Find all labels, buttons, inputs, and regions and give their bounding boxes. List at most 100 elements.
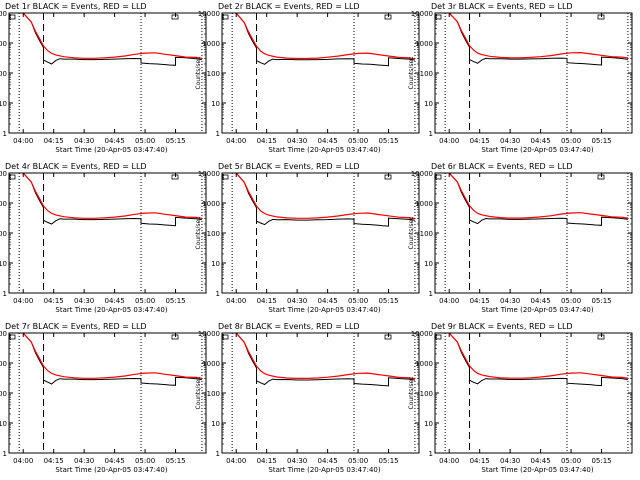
corner-marker <box>435 334 442 340</box>
x-tick-label: 04:45 <box>105 297 125 305</box>
y-tick-label: 1000 <box>415 40 433 48</box>
y-tick-label: 10000 <box>0 10 7 18</box>
x-tick-label: 05:00 <box>348 297 368 305</box>
y-tick-label: 100 <box>0 70 7 78</box>
x-tick-label: 04:00 <box>226 457 246 465</box>
x-tick-label: 04:00 <box>439 297 459 305</box>
x-tick-label: 04:15 <box>470 457 490 465</box>
corner-marker <box>9 334 16 340</box>
chart-panel: Det 9r BLACK = Events, RED = LLD 1 10 100 10… <box>408 322 633 474</box>
corner-marker <box>384 174 392 180</box>
lld-series-line <box>22 13 202 59</box>
corner-marker <box>171 334 179 340</box>
chart-panel: Det 7r BLACK = Events, RED = LLD 1 10 100 10… <box>0 322 207 474</box>
y-axis-title: Counts/sec <box>195 216 202 249</box>
x-tick-label: 04:00 <box>439 457 459 465</box>
x-axis-title: Start Time (20-Apr-05 03:47:40) <box>268 306 380 314</box>
x-tick-label: 05:15 <box>165 457 185 465</box>
corner-marker <box>171 14 179 20</box>
x-tick-label: 05:15 <box>591 457 611 465</box>
chart-panel: Det 2r BLACK = Events, RED = LLD 1 10 100 10… <box>195 2 420 154</box>
x-tick-label: 04:30 <box>74 137 94 145</box>
chart-panel: Det 4r BLACK = Events, RED = LLD 1 10 100 10… <box>0 162 207 314</box>
x-tick-label: 04:15 <box>470 137 490 145</box>
corner-marker <box>435 174 442 180</box>
x-axis-title: Start Time (20-Apr-05 03:47:40) <box>481 466 593 474</box>
plot-frame <box>434 172 633 294</box>
x-axis-title: Start Time (20-Apr-05 03:47:40) <box>268 466 380 474</box>
chart-panel: Det 1r BLACK = Events, RED = LLD 1 10 100 10… <box>0 2 207 154</box>
x-tick-label: 04:45 <box>531 297 551 305</box>
y-tick-label: 10 <box>211 420 220 428</box>
y-tick-label: 10 <box>424 100 433 108</box>
x-axis-title: Start Time (20-Apr-05 03:47:40) <box>55 306 167 314</box>
x-tick-label: 04:15 <box>257 457 277 465</box>
y-tick-label: 10000 <box>0 170 7 178</box>
plot-frame <box>221 332 420 454</box>
x-tick-label: 04:45 <box>531 137 551 145</box>
x-tick-label: 04:15 <box>257 137 277 145</box>
y-tick-label: 10 <box>211 100 220 108</box>
y-tick-label: 100 <box>420 390 433 398</box>
x-tick-label: 04:15 <box>44 137 64 145</box>
events-series-line <box>235 173 415 227</box>
y-tick-label: 1000 <box>415 360 433 368</box>
lld-series-line <box>235 13 415 60</box>
plot-frame <box>8 332 207 454</box>
y-tick-label: 1000 <box>202 200 220 208</box>
y-tick-label: 1 <box>429 290 433 298</box>
corner-marker <box>435 14 442 20</box>
events-series-line <box>22 333 202 386</box>
corner-marker <box>597 174 605 180</box>
x-tick-label: 04:30 <box>287 137 307 145</box>
y-tick-label: 10000 <box>411 10 433 18</box>
x-tick-label: 04:00 <box>226 137 246 145</box>
x-axis-title: Start Time (20-Apr-05 03:47:40) <box>55 466 167 474</box>
x-tick-label: 05:15 <box>165 137 185 145</box>
x-tick-label: 05:15 <box>378 137 398 145</box>
x-tick-label: 04:15 <box>44 457 64 465</box>
x-tick-label: 04:00 <box>13 297 33 305</box>
y-tick-label: 100 <box>420 230 433 238</box>
y-tick-label: 1000 <box>202 360 220 368</box>
events-series-line <box>235 333 415 387</box>
x-axis-title: Start Time (20-Apr-05 03:47:40) <box>268 146 380 154</box>
lld-series-line <box>448 173 628 219</box>
y-tick-label: 10 <box>424 420 433 428</box>
lld-series-line <box>235 333 415 380</box>
y-tick-label: 1000 <box>0 200 7 208</box>
corner-marker <box>9 174 16 180</box>
x-tick-label: 05:00 <box>561 457 581 465</box>
y-tick-label: 1 <box>3 290 7 298</box>
y-axis-title: Counts/sec <box>195 56 202 89</box>
plot-frame <box>434 332 633 454</box>
y-tick-label: 1 <box>216 450 220 458</box>
y-tick-label: 1000 <box>415 200 433 208</box>
x-tick-label: 04:30 <box>500 137 520 145</box>
x-tick-label: 05:15 <box>165 297 185 305</box>
corner-marker <box>384 334 392 340</box>
y-tick-label: 100 <box>207 230 220 238</box>
y-tick-label: 100 <box>207 390 220 398</box>
x-tick-label: 04:30 <box>287 457 307 465</box>
x-tick-label: 04:30 <box>74 457 94 465</box>
chart-panel: Det 8r BLACK = Events, RED = LLD 1 10 100 10… <box>195 322 420 474</box>
x-tick-label: 05:00 <box>561 137 581 145</box>
chart-panel: Det 6r BLACK = Events, RED = LLD 1 10 100 10… <box>408 162 633 314</box>
chart-title: Det 6r BLACK = Events, RED = LLD <box>431 162 573 171</box>
corner-marker <box>171 174 179 180</box>
lld-series-line <box>22 173 202 219</box>
x-tick-label: 04:45 <box>318 457 338 465</box>
x-tick-label: 04:30 <box>74 297 94 305</box>
plot-frame <box>221 172 420 294</box>
corner-marker <box>597 14 605 20</box>
events-series-line <box>448 13 628 66</box>
x-tick-label: 04:30 <box>287 297 307 305</box>
y-tick-label: 100 <box>420 70 433 78</box>
x-tick-label: 05:00 <box>135 137 155 145</box>
y-tick-label: 10 <box>0 100 7 108</box>
x-tick-label: 05:15 <box>378 457 398 465</box>
chart-title: Det 9r BLACK = Events, RED = LLD <box>431 322 573 331</box>
y-tick-label: 1000 <box>0 360 7 368</box>
y-axis-title: Counts/sec <box>408 216 415 249</box>
